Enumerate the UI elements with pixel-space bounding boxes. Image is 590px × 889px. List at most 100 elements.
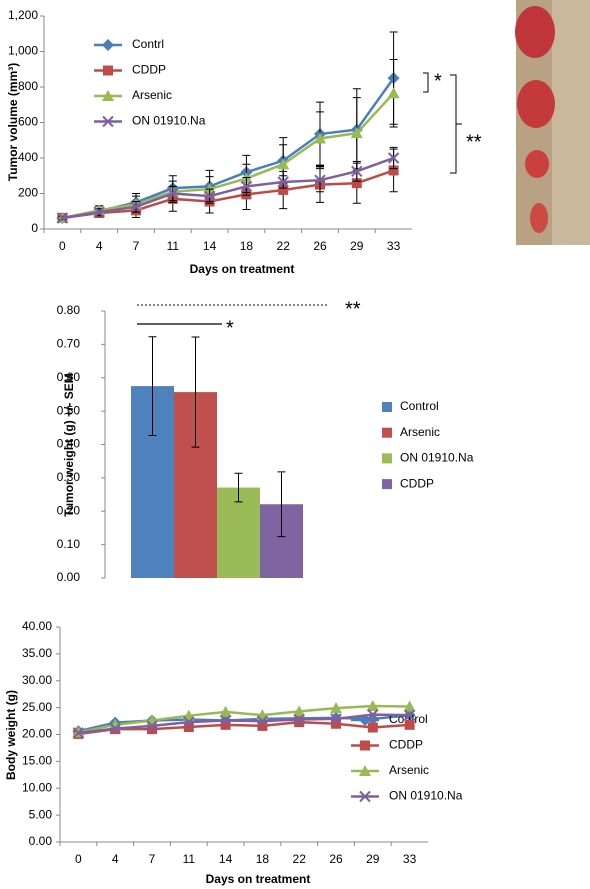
x-tick-label: 22 bbox=[293, 852, 307, 866]
y-tick-label: 600 bbox=[18, 115, 38, 129]
marker bbox=[403, 709, 416, 721]
y-tick-label: 15.00 bbox=[22, 754, 52, 768]
x-tick-label: 18 bbox=[240, 239, 254, 253]
y-tick-label: 30.00 bbox=[22, 673, 52, 687]
marker bbox=[351, 165, 363, 178]
x-tick-label: 26 bbox=[313, 239, 327, 253]
x-tick-label: 33 bbox=[387, 239, 401, 253]
y-tick-label: 0.30 bbox=[57, 470, 81, 484]
marker bbox=[256, 715, 269, 727]
line bbox=[62, 169, 395, 220]
x-tick-label: 18 bbox=[256, 852, 270, 866]
y-tick-label: 400 bbox=[18, 150, 38, 164]
line bbox=[78, 713, 410, 735]
legend-marker bbox=[102, 115, 114, 128]
legend-label: Arsenic bbox=[400, 425, 440, 439]
y-tick-label: 0.10 bbox=[57, 537, 81, 551]
bracket bbox=[450, 74, 462, 174]
marker bbox=[330, 702, 342, 714]
legend-label: CDDP bbox=[132, 63, 166, 77]
y-tick-label: 0.20 bbox=[57, 503, 81, 517]
marker bbox=[293, 713, 305, 726]
marker bbox=[366, 700, 379, 712]
marker bbox=[367, 708, 379, 721]
x-tick-label: 22 bbox=[277, 239, 291, 253]
legend-label: Control bbox=[400, 399, 439, 413]
y-tick-label: 1,000 bbox=[8, 44, 38, 58]
significance: * bbox=[226, 317, 234, 339]
error-bar bbox=[148, 336, 157, 436]
y-tick-label: 0.60 bbox=[57, 370, 81, 384]
significance: * bbox=[434, 70, 442, 92]
legend-marker bbox=[103, 65, 113, 76]
error-bar bbox=[277, 471, 286, 538]
x-tick-label: 0 bbox=[59, 239, 66, 253]
x-axis-title: Days on treatment bbox=[206, 872, 311, 886]
chart: 0.005.0010.0015.0020.0025.0030.0035.0040… bbox=[4, 619, 463, 886]
y-tick-label: 40.00 bbox=[22, 619, 52, 633]
marker bbox=[330, 713, 342, 725]
y-tick-label: 800 bbox=[18, 79, 38, 93]
line bbox=[78, 704, 410, 734]
y-tick-label: 0.50 bbox=[57, 403, 81, 417]
marker bbox=[278, 184, 289, 195]
bracket bbox=[423, 72, 429, 93]
x-tick-label: 33 bbox=[403, 852, 417, 866]
y-tick-label: 0.80 bbox=[57, 303, 81, 317]
marker bbox=[294, 717, 305, 728]
marker bbox=[146, 720, 158, 732]
legend-marker bbox=[360, 740, 370, 751]
y-tick-label: 0.00 bbox=[29, 834, 53, 848]
x-tick-label: 7 bbox=[149, 852, 156, 866]
marker bbox=[367, 722, 378, 733]
marker bbox=[56, 212, 69, 224]
chart: 0.00 0.10 0.20 0.30 0.40 0.50 0.60 0.70 0.80 Tumo… bbox=[57, 303, 474, 584]
legend-label: Arsenic bbox=[389, 763, 429, 777]
legend-swatch bbox=[382, 402, 392, 412]
line bbox=[62, 92, 395, 220]
x-tick-label: 4 bbox=[96, 239, 103, 253]
y-tick-label: 200 bbox=[18, 186, 38, 200]
x-tick-label: 29 bbox=[350, 239, 364, 253]
x-tick-label: 4 bbox=[112, 852, 119, 866]
y-tick-label: 35.00 bbox=[22, 646, 52, 660]
y-tick-label: 1,200 bbox=[8, 8, 38, 22]
significance: ** bbox=[345, 298, 361, 320]
y-tick-label: 0.00 bbox=[57, 570, 81, 584]
legend-swatch bbox=[382, 453, 392, 464]
error-bar bbox=[234, 472, 243, 503]
marker bbox=[331, 718, 341, 729]
x-axis-title: Days on treatment bbox=[190, 262, 295, 276]
error-bar bbox=[191, 336, 200, 448]
y-axis-title: Body weight (g) bbox=[4, 690, 18, 780]
y-tick-label: 0 bbox=[31, 221, 38, 235]
tumor-photo bbox=[515, 0, 590, 245]
legend-label: CDDP bbox=[389, 738, 423, 752]
x-tick-label: 11 bbox=[167, 239, 180, 253]
y-tick-label: 5.00 bbox=[29, 807, 53, 821]
x-tick-label: 11 bbox=[183, 852, 196, 866]
line bbox=[78, 720, 410, 736]
y-axis-title: Tumor weight (g) +/- SEM bbox=[62, 373, 76, 516]
legend-marker bbox=[359, 790, 371, 803]
legend-marker bbox=[359, 765, 371, 776]
marker bbox=[183, 721, 194, 732]
legend-swatch bbox=[382, 427, 392, 438]
marker bbox=[404, 719, 415, 730]
marker bbox=[314, 132, 326, 144]
marker bbox=[167, 187, 179, 200]
x-tick-label: 0 bbox=[75, 852, 82, 866]
legend-label: ON 01910.Na bbox=[389, 789, 463, 803]
y-tick-label: 0.40 bbox=[57, 437, 81, 451]
x-tick-label: 29 bbox=[366, 852, 380, 866]
legend-label: CDDP bbox=[400, 476, 434, 490]
chart: 0 200 400 600 800 1,000 1,200 Tumor volume (mm³… bbox=[6, 8, 412, 276]
marker bbox=[183, 716, 195, 728]
y-tick-label: 0.70 bbox=[57, 337, 81, 351]
line bbox=[62, 156, 395, 220]
marker bbox=[240, 180, 253, 193]
marker bbox=[219, 714, 232, 727]
marker bbox=[277, 158, 290, 170]
